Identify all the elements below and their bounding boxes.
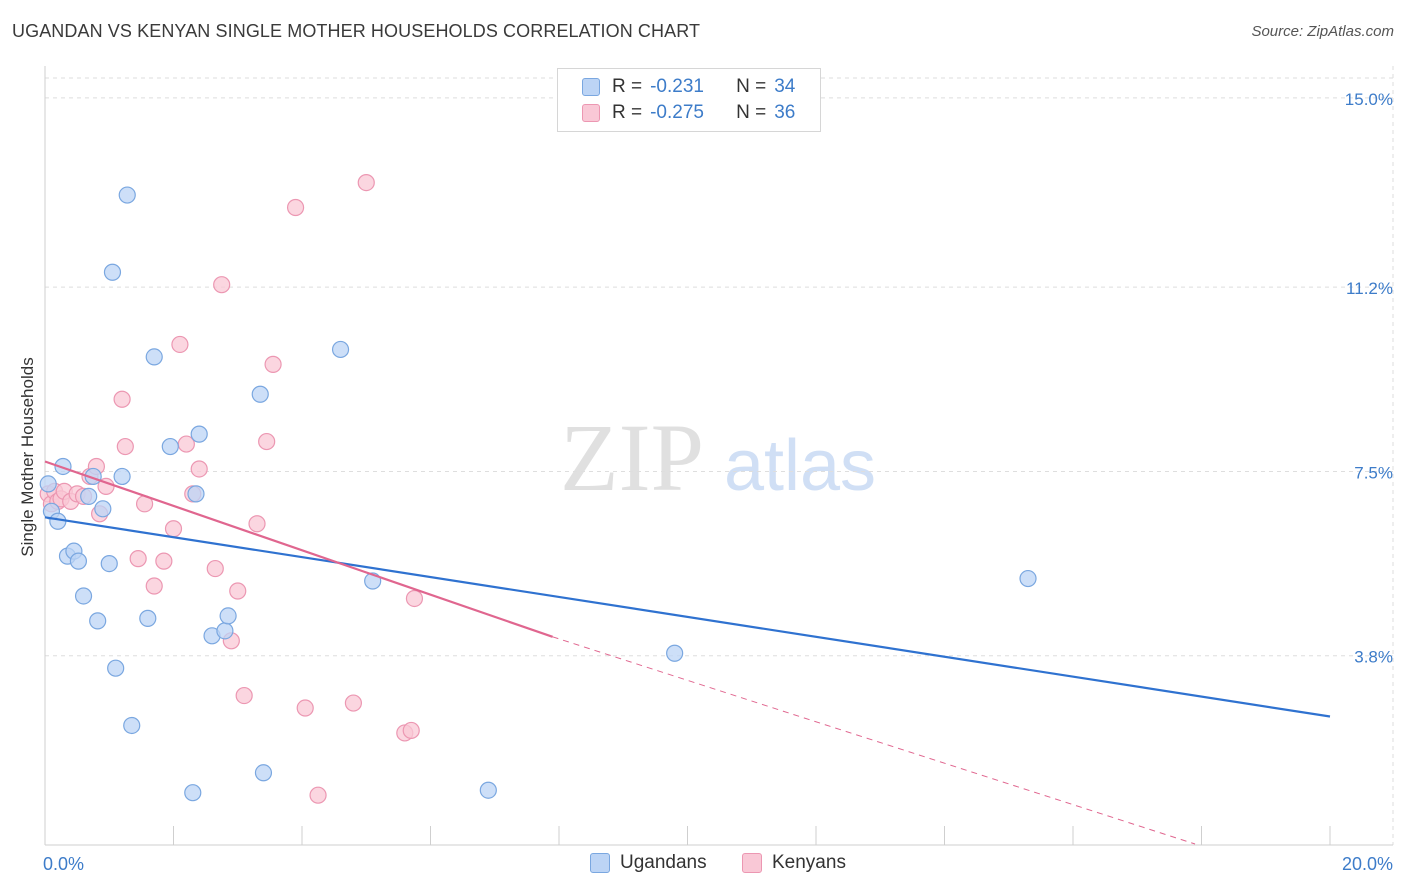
ugandans-point [39,475,57,493]
kenyans-point [405,589,424,608]
ugandans-point [123,716,141,735]
ugandans-point [103,263,122,281]
ugandans-point [49,512,67,530]
ugandans-point [145,348,163,366]
kenyans-point [402,721,420,740]
r-value: -0.275 [650,102,704,123]
ugandans-point [254,764,273,782]
ugandans-point [139,609,157,627]
kenyans-point [309,786,327,804]
kenyans-swatch-icon [582,104,600,122]
watermark-atlas: atlas [724,426,876,506]
n-label: N = [736,102,767,123]
kenyans-point [145,577,163,595]
r-label: R = [612,102,643,123]
kenyans-point [344,694,362,712]
ugandans-point [666,644,684,662]
ugandans-point [251,385,269,403]
legend-row-ugandans: R = -0.231 N = 34 [582,74,795,100]
ugandans-point [89,612,107,630]
kenyans-point [113,390,131,408]
y-tick-label: 11.2% [1346,279,1393,298]
kenyans-point [296,699,314,717]
x-tick-label: 20.0% [1342,854,1393,874]
kenyans-point [286,198,305,217]
kenyans-point [171,335,189,354]
ugandans-point [187,485,205,503]
source-label: Source: ZipAtlas.com [1251,23,1394,40]
ugandans-swatch-icon [582,78,600,96]
r-value: -0.231 [650,76,704,97]
legend-label-kenyans: Kenyans [772,852,846,873]
watermark-zip: ZIP [560,404,704,511]
y-tick-label: 15.0% [1345,90,1393,109]
kenyans-point [213,276,231,294]
ugandans-point [113,467,131,486]
kenyans-point [258,432,276,451]
kenyans-swatch-icon [742,853,762,873]
ugandans-point [219,607,237,625]
legend-item-kenyans[interactable]: Kenyans [742,852,846,874]
ugandans-point [107,659,125,677]
kenyans-point [129,550,147,568]
kenyans-point [116,437,134,456]
ugandans-point [69,552,88,570]
series-legend: Ugandans Kenyans [0,852,1406,878]
r-label: R = [612,76,643,97]
ugandans-point [100,555,118,573]
kenyans-point [357,173,375,192]
ugandans-point [190,425,208,443]
y-tick-label: 7.5% [1354,463,1393,482]
n-value: 36 [774,102,796,123]
ugandans-point [216,622,234,640]
x-tick-label: 0.0% [43,854,84,874]
kenyans-trend-line [44,460,553,638]
ugandans-point [184,784,202,802]
kenyans-point [190,460,208,478]
ugandans-point [80,487,98,505]
ugandans-trend-line [44,516,1331,718]
kenyans-point [248,515,266,533]
ugandans-point [74,587,93,605]
kenyans-point [229,582,247,600]
kenyans-point [206,559,224,578]
kenyans-point [155,552,173,570]
ugandans-point [331,340,350,359]
ugandans-point [479,781,497,799]
correlation-legend: R = -0.231 N = 34 R = -0.275 N = 36 [557,68,821,132]
legend-label-ugandans: Ugandans [620,852,707,873]
kenyans-point [235,686,253,705]
chart-title: UGANDAN VS KENYAN SINGLE MOTHER HOUSEHOL… [12,21,701,41]
legend-row-kenyans: R = -0.275 N = 36 [582,100,795,126]
ugandans-point [161,437,179,456]
kenyans-trend-extrapolated [552,636,1196,845]
y-tick-label: 3.8% [1354,648,1393,667]
kenyans-point [264,355,282,373]
ugandans-point [118,186,136,204]
ugandans-point [94,500,112,518]
legend-item-ugandans[interactable]: Ugandans [590,852,707,874]
n-label: N = [736,76,767,97]
ugandans-swatch-icon [590,853,610,873]
ugandans-point [54,457,72,476]
n-value: 34 [774,76,796,97]
kenyans-point [164,520,183,538]
ugandans-point [1019,569,1037,588]
